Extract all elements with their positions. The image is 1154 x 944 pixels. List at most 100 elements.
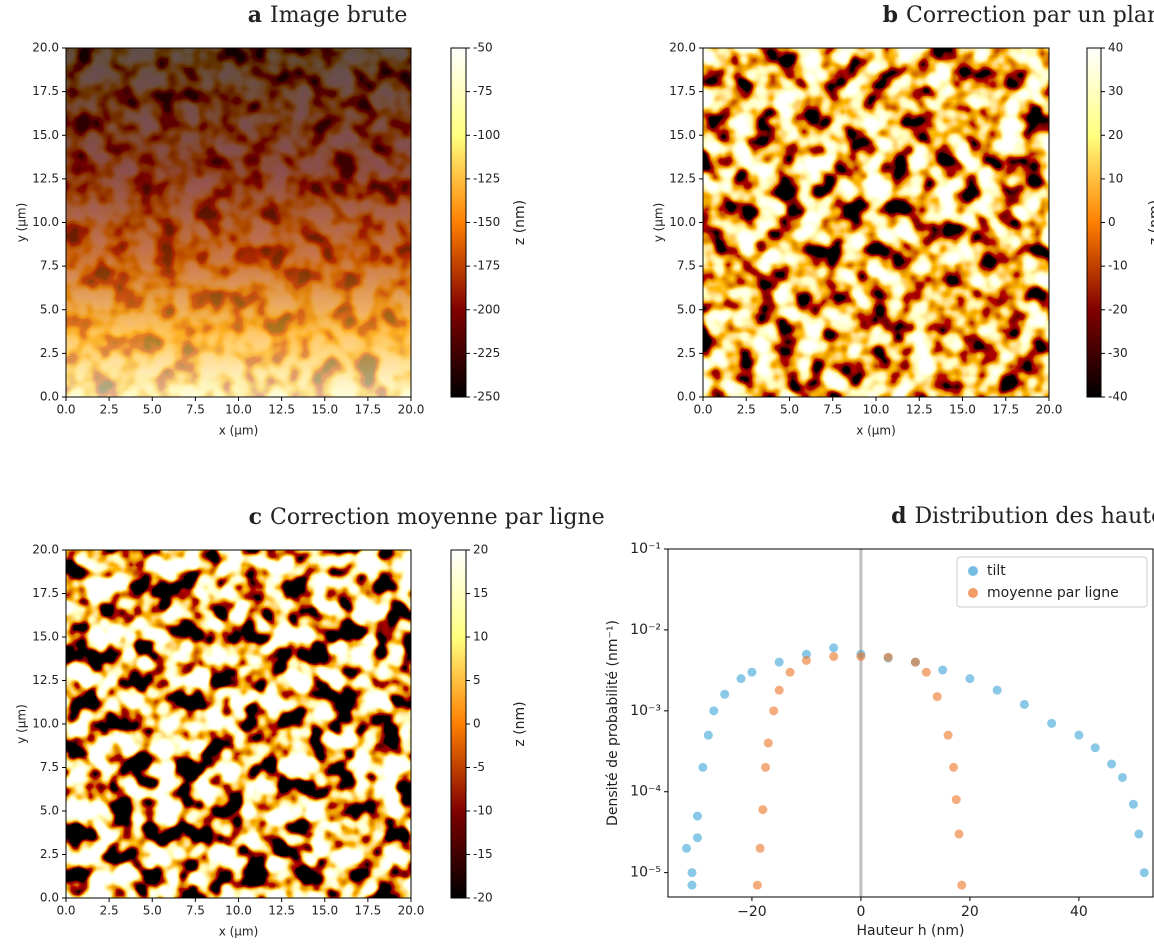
colorbar-tick-label: -30: [1108, 346, 1128, 360]
x-axis-label: x (μm): [219, 925, 259, 939]
y-tick-label: 15.0: [669, 128, 696, 142]
axes-frame: [667, 548, 1154, 898]
data-point: [1047, 718, 1057, 728]
data-point: [1128, 799, 1138, 809]
x-axis-label: x (μm): [856, 424, 896, 438]
colorbar-label: z (nm): [1147, 200, 1154, 245]
data-point: [949, 762, 959, 772]
data-point: [829, 651, 839, 661]
y-tick-label: 10⁻⁵: [630, 865, 661, 881]
x-tick-label: 0.0: [56, 904, 75, 918]
panel-title: Correction moyenne par ligne: [270, 505, 605, 530]
x-tick-label: 12.5: [906, 403, 933, 417]
data-point: [1139, 868, 1149, 878]
x-tick-label: 20: [961, 904, 979, 920]
x-axis-label: x (μm): [219, 424, 259, 438]
colorbar-tick-label: 0: [1108, 215, 1116, 229]
colorbar-tick-label: -100: [473, 128, 500, 142]
y-tick-label: 5.0: [40, 302, 59, 316]
data-point: [758, 805, 768, 815]
y-tick-label: 0.0: [677, 390, 696, 404]
colorbar-tick-label: -225: [473, 346, 500, 360]
x-tick-label: 15.0: [311, 904, 338, 918]
y-tick-label: 10.0: [669, 215, 696, 229]
data-point: [692, 811, 702, 821]
y-tick-label: 15.0: [32, 128, 59, 142]
legend-swatch: [968, 588, 978, 598]
data-point: [774, 685, 784, 695]
colorbar-tick-label: 40: [1108, 41, 1123, 55]
data-point: [951, 795, 961, 805]
y-tick-label: 0.0: [40, 891, 59, 905]
panel-title: Correction par un plan - tilt: [906, 3, 1154, 28]
data-point: [687, 868, 697, 878]
panel-label: a: [248, 2, 262, 28]
data-point: [1090, 743, 1100, 753]
y-tick-label: 12.5: [32, 673, 59, 687]
colorbar: [450, 549, 467, 899]
y-axis-label: y (μm): [15, 203, 29, 243]
y-axis-label: Densité de probabilité (nm⁻¹): [605, 620, 621, 826]
y-tick-label: 7.5: [40, 259, 59, 273]
legend-box: [956, 556, 1148, 608]
y-tick-label: 20.0: [32, 543, 59, 557]
data-point: [720, 689, 730, 699]
x-tick-label: 0.0: [693, 403, 712, 417]
y-tick-label: 0.0: [40, 390, 59, 404]
y-axis-label: y (μm): [15, 704, 29, 744]
data-point: [774, 657, 784, 667]
data-point: [1107, 759, 1117, 769]
y-tick-label: 12.5: [32, 171, 59, 185]
data-point: [763, 738, 773, 748]
colorbar-tick-label: -20: [1108, 302, 1128, 316]
x-tick-label: 10.0: [863, 403, 890, 417]
x-tick-label: 2.5: [100, 904, 119, 918]
x-tick-label: 12.5: [268, 403, 295, 417]
y-tick-label: 2.5: [40, 847, 59, 861]
y-tick-label: 20.0: [32, 41, 59, 55]
data-point: [682, 843, 692, 853]
data-point: [921, 667, 931, 677]
heatmap-image: [703, 48, 1049, 397]
data-point: [692, 833, 702, 843]
x-tick-label: 17.5: [355, 403, 382, 417]
colorbar-tick-label: -200: [473, 302, 500, 316]
data-point: [1134, 829, 1144, 839]
y-tick-label: 10⁻²: [630, 622, 661, 638]
x-tick-label: 5.0: [143, 403, 162, 417]
data-point: [703, 730, 713, 740]
legend-swatch: [968, 566, 978, 576]
axes-frame: [65, 549, 412, 899]
y-tick-label: 15.0: [32, 630, 59, 644]
colorbar-tick-label: 10: [1108, 171, 1123, 185]
x-tick-label: 15.0: [949, 403, 976, 417]
data-point: [1117, 772, 1127, 782]
heatmap-image: [66, 550, 411, 898]
data-point: [954, 829, 964, 839]
y-tick-label: 10⁻¹: [630, 541, 661, 557]
x-tick-label: 2.5: [100, 403, 119, 417]
colorbar-tick-label: -5: [473, 760, 485, 774]
y-tick-label: 20.0: [669, 41, 696, 55]
data-point: [883, 652, 893, 662]
x-tick-label: 7.5: [186, 403, 205, 417]
x-tick-label: 17.5: [355, 904, 382, 918]
colorbar-tick-label: -250: [473, 390, 500, 404]
x-tick-label: 2.5: [737, 403, 756, 417]
y-axis-label: y (μm): [652, 203, 666, 243]
data-point: [769, 706, 779, 716]
x-axis-label: Hauteur h (nm): [857, 923, 965, 939]
data-point: [709, 706, 719, 716]
data-point: [747, 667, 757, 677]
panel-title: Distribution des hauteurs: [915, 504, 1154, 529]
panel-title: Image brute: [270, 3, 407, 28]
x-tick-label: 17.5: [992, 403, 1019, 417]
colorbar-tick-label: -150: [473, 215, 500, 229]
colorbar-tick-label: -20: [473, 891, 493, 905]
colorbar-tick-label: 10: [473, 630, 488, 644]
y-tick-label: 10⁻⁴: [630, 784, 661, 800]
data-point: [785, 667, 795, 677]
data-point: [910, 657, 920, 667]
colorbar-tick-label: -175: [473, 259, 500, 273]
colorbar-tick-label: 0: [473, 717, 481, 731]
